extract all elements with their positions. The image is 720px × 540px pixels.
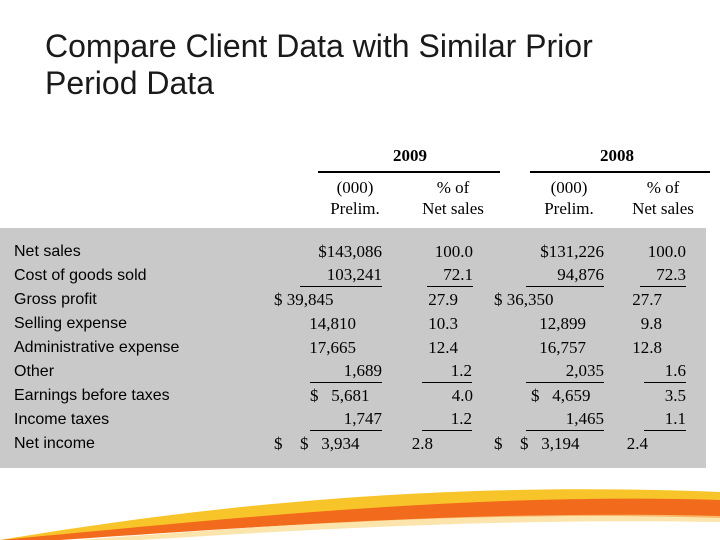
value-2009-cost-of-goods-sold: 103,241 xyxy=(300,264,382,287)
value-2009-net-income: $ 3,934 xyxy=(300,434,360,453)
percent-2009-selling-expense: 10.3 xyxy=(428,314,458,333)
decorative-swoosh xyxy=(0,489,720,540)
percent-2008-cost-of-goods-sold: 72.3 xyxy=(640,264,686,287)
col-header-2009-amount: (000) Prelim. xyxy=(300,177,410,219)
row-label-net-sales: Net sales xyxy=(14,243,81,260)
currency-symbol-2008-net-income: $ xyxy=(494,434,503,453)
col-header-2009-percent: % of Net sales xyxy=(398,177,508,219)
slide-title-line-1: Compare Client Data with Similar Prior xyxy=(45,28,593,64)
value-2008-selling-expense: 12,899 xyxy=(539,314,586,333)
col-header-2009-percent-line1: % of xyxy=(436,178,470,197)
currency-symbol-2009-net-income: $ xyxy=(274,434,283,453)
value-2009-selling-expense: 14,810 xyxy=(309,314,356,333)
col-header-2008-percent-line1: % of xyxy=(646,178,680,197)
value-2009-administrative-expense: 17,665 xyxy=(309,338,356,357)
row-label-selling-expense: Selling expense xyxy=(14,315,127,332)
value-2008-administrative-expense: 16,757 xyxy=(539,338,586,357)
value-2009-income-taxes: 1,747 xyxy=(310,408,382,431)
value-2008-net-income: $ 3,194 xyxy=(520,434,580,453)
value-2008-cost-of-goods-sold: 94,876 xyxy=(526,264,604,287)
swoosh-orange-band xyxy=(0,498,720,540)
col-header-2008-amount-line2: Prelim. xyxy=(544,199,594,218)
value-2009-net-sales: $143,086 xyxy=(318,242,382,261)
percent-2009-income-taxes: 1.2 xyxy=(422,408,472,431)
row-label-income-taxes: Income taxes xyxy=(14,411,110,428)
row-label-gross-profit: Gross profit xyxy=(14,291,97,308)
percent-2009-cost-of-goods-sold: 72.1 xyxy=(427,264,473,287)
col-header-2008-percent-line2: Net sales xyxy=(632,199,694,218)
percent-2008-selling-expense: 9.8 xyxy=(640,314,662,333)
col-header-2009-amount-line2: Prelim. xyxy=(330,199,380,218)
year-2009: 2009 xyxy=(393,146,427,165)
row-label-earnings-before-taxes: Earnings before taxes xyxy=(14,387,170,404)
value-2009-gross-profit: $ 39,845 xyxy=(274,290,334,309)
value-2008-earnings-before-taxes: $ 4,659 xyxy=(531,386,591,405)
percent-2009-earnings-before-taxes: 4.0 xyxy=(451,386,473,405)
percent-2009-gross-profit: 27.9 xyxy=(428,290,458,309)
col-header-2009-amount-line1: (000) xyxy=(336,178,374,197)
row-label-cost-of-goods-sold: Cost of goods sold xyxy=(14,267,147,284)
slide-title-line-2: Period Data xyxy=(45,65,214,101)
value-2008-net-sales: $131,226 xyxy=(540,242,604,261)
value-2008-gross-profit: $ 36,350 xyxy=(494,290,554,309)
percent-2009-other: 1.2 xyxy=(422,360,472,383)
percent-2008-earnings-before-taxes: 3.5 xyxy=(664,386,686,405)
slide-title: Compare Client Data with Similar Prior P… xyxy=(45,28,685,102)
row-label-net-income: Net income xyxy=(14,435,95,452)
col-header-2008-percent: % of Net sales xyxy=(608,177,718,219)
value-2008-other: 2,035 xyxy=(526,360,604,383)
year-2008-rule xyxy=(530,171,710,173)
percent-2008-income-taxes: 1.1 xyxy=(644,408,686,431)
col-header-2009-percent-line2: Net sales xyxy=(422,199,484,218)
percent-2008-net-sales: 100.0 xyxy=(647,242,686,261)
percent-2009-administrative-expense: 12.4 xyxy=(428,338,458,357)
percent-2008-administrative-expense: 12.8 xyxy=(632,338,662,357)
row-label-other: Other xyxy=(14,363,55,380)
percent-2008-gross-profit: 27.7 xyxy=(632,290,662,309)
income-statement-panel xyxy=(0,228,706,468)
swoosh-highlight xyxy=(80,514,720,540)
year-2009-rule xyxy=(318,171,500,173)
percent-2008-other: 1.6 xyxy=(644,360,686,383)
col-header-2008-amount-line1: (000) xyxy=(550,178,588,197)
value-2009-earnings-before-taxes: $ 5,681 xyxy=(310,386,370,405)
value-2008-income-taxes: 1,465 xyxy=(526,408,604,431)
col-header-2008-amount: (000) Prelim. xyxy=(514,177,624,219)
percent-2009-net-sales: 100.0 xyxy=(434,242,473,261)
percent-2008-net-income: 2.4 xyxy=(626,434,648,453)
percent-2009-net-income: 2.8 xyxy=(411,434,433,453)
value-2009-other: 1,689 xyxy=(310,360,382,383)
row-label-administrative-expense: Administrative expense xyxy=(14,339,180,356)
year-2008: 2008 xyxy=(600,146,634,165)
